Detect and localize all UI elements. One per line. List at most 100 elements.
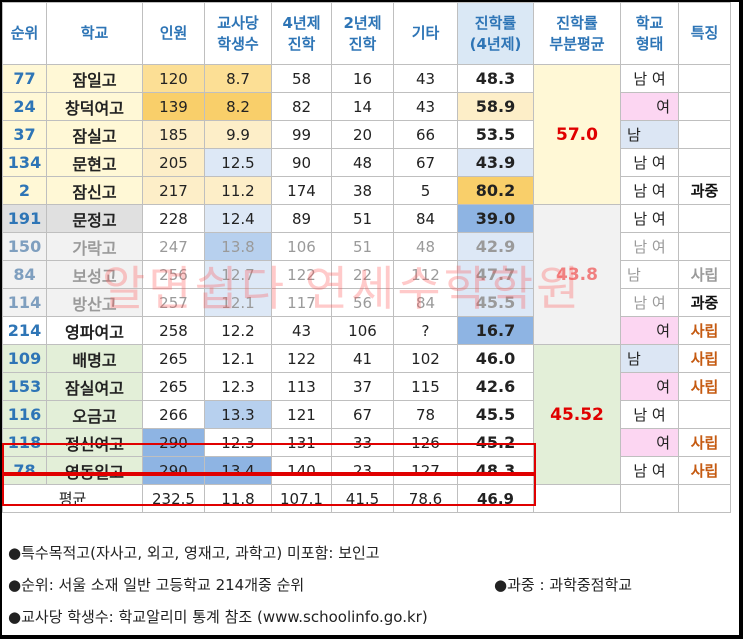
average-empty-cell: [620, 484, 679, 513]
school-cell: 방산고: [46, 288, 143, 317]
header-school: 학교: [46, 2, 143, 65]
rate-cell: 42.9: [457, 232, 534, 261]
feature-cell: [678, 232, 731, 261]
rate-cell: 45.2: [457, 428, 534, 457]
rank-cell: 214: [2, 316, 47, 345]
average-rate: 46.9: [457, 484, 534, 513]
header-feature: 특징: [678, 2, 731, 65]
header-ratio: 교사당 학생수: [204, 2, 272, 65]
rate-cell: 58.9: [457, 92, 534, 121]
rank-cell: 24: [2, 92, 47, 121]
table-row: 153 잠실여고 265 12.3 113 37 115 42.6 여 사립: [2, 372, 731, 401]
rate-cell: 53.5: [457, 120, 534, 149]
rank-cell: 77: [2, 64, 47, 93]
etc-cell: 115: [393, 372, 458, 401]
four-year-cell: 122: [271, 260, 332, 289]
two-year-cell: 33: [331, 428, 394, 457]
feature-cell: 과중: [678, 176, 731, 205]
four-year-cell: 58: [271, 64, 332, 93]
students-cell: 120: [142, 64, 205, 93]
school-type-cell: 남: [620, 260, 679, 289]
average-empty-cell: [533, 484, 621, 513]
two-year-cell: 48: [331, 148, 394, 177]
four-year-cell: 82: [271, 92, 332, 121]
table-row: 78 영동일고 290 13.4 140 23 127 48.3 남 여 사립: [2, 456, 731, 485]
note-rank: ●순위: 서울 소재 일반 고등학교 214개중 순위: [8, 576, 305, 594]
header-rate: 진학률 (4년제): [457, 2, 534, 65]
school-cell: 창덕여고: [46, 92, 143, 121]
etc-cell: 84: [393, 288, 458, 317]
table-row: 84 보성고 256 12.7 122 22 112 47.7 남 사립: [2, 260, 731, 289]
rank-cell: 37: [2, 120, 47, 149]
two-year-cell: 14: [331, 92, 394, 121]
students-cell: 247: [142, 232, 205, 261]
header-rank: 순위: [2, 2, 47, 65]
ratio-cell: 12.1: [204, 288, 272, 317]
header-row: 순위 학교 인원 교사당 학생수 4년제 진학 2년제 진학 기타 진학률 (4년제) …: [2, 2, 731, 65]
rank-cell: 78: [2, 456, 47, 485]
four-year-cell: 99: [271, 120, 332, 149]
etc-cell: 5: [393, 176, 458, 205]
header-four-year: 4년제 진학: [271, 2, 332, 65]
two-year-cell: 56: [331, 288, 394, 317]
rank-cell: 118: [2, 428, 47, 457]
rate-cell: 39.0: [457, 204, 534, 233]
rank-cell: 114: [2, 288, 47, 317]
table-row: 114 방산고 257 12.1 117 56 84 45.5 남 여 과중: [2, 288, 731, 317]
students-cell: 290: [142, 456, 205, 485]
students-cell: 290: [142, 428, 205, 457]
feature-cell: [678, 92, 731, 121]
average-etc: 78.6: [393, 484, 458, 513]
header-partial-avg: 진학률 부분평균: [533, 2, 621, 65]
rate-cell: 43.9: [457, 148, 534, 177]
students-cell: 205: [142, 148, 205, 177]
table-row: 150 가락고 247 13.8 106 51 48 42.9 남 여: [2, 232, 731, 261]
header-students: 인원: [142, 2, 205, 65]
feature-cell: 사립: [678, 316, 731, 345]
school-cell: 정신여고: [46, 428, 143, 457]
etc-cell: 126: [393, 428, 458, 457]
school-cell: 잠일고: [46, 64, 143, 93]
header-avg-line1: 진학률: [556, 13, 598, 32]
rate-cell: 45.5: [457, 400, 534, 429]
rank-cell: 116: [2, 400, 47, 429]
four-year-cell: 113: [271, 372, 332, 401]
two-year-cell: 41: [331, 344, 394, 373]
school-cell: 잠실고: [46, 120, 143, 149]
table-row: 109 배명고 265 12.1 122 41 102 46.0 45.52 남…: [2, 344, 731, 485]
feature-cell: 사립: [678, 456, 731, 485]
school-cell: 영동일고: [46, 456, 143, 485]
four-year-cell: 140: [271, 456, 332, 485]
school-cell: 잠신고: [46, 176, 143, 205]
four-year-cell: 106: [271, 232, 332, 261]
school-type-cell: 남 여: [620, 456, 679, 485]
school-cell: 문현고: [46, 148, 143, 177]
ratio-cell: 12.2: [204, 316, 272, 345]
header-rate-line1: 진학률: [474, 13, 517, 32]
rank-cell: 153: [2, 372, 47, 401]
ratio-cell: 8.2: [204, 92, 272, 121]
rate-cell: 80.2: [457, 176, 534, 205]
ratio-cell: 12.5: [204, 148, 272, 177]
feature-cell: 과중: [678, 288, 731, 317]
two-year-cell: 106: [331, 316, 394, 345]
rank-cell: 150: [2, 232, 47, 261]
school-type-cell: 남 여: [620, 148, 679, 177]
students-cell: 256: [142, 260, 205, 289]
etc-cell: 43: [393, 64, 458, 93]
feature-cell: [678, 400, 731, 429]
header-two-line2: 진학: [348, 34, 377, 53]
group-avg-cell: 43.8: [533, 204, 621, 345]
group-avg-cell: 45.52: [533, 344, 621, 485]
ratio-cell: 12.4: [204, 204, 272, 233]
rank-cell: 191: [2, 204, 47, 233]
students-cell: 185: [142, 120, 205, 149]
header-two-line1: 2년제: [343, 13, 382, 32]
ratio-cell: 8.7: [204, 64, 272, 93]
school-cell: 잠실여고: [46, 372, 143, 401]
table-row: 116 오금고 266 13.3 121 67 78 45.5 남 여: [2, 400, 731, 429]
header-school-type: 학교 형태: [620, 2, 679, 65]
table-row: 191 문정고 228 12.4 89 51 84 39.0 43.8 남 여: [2, 204, 731, 345]
students-cell: 265: [142, 344, 205, 373]
